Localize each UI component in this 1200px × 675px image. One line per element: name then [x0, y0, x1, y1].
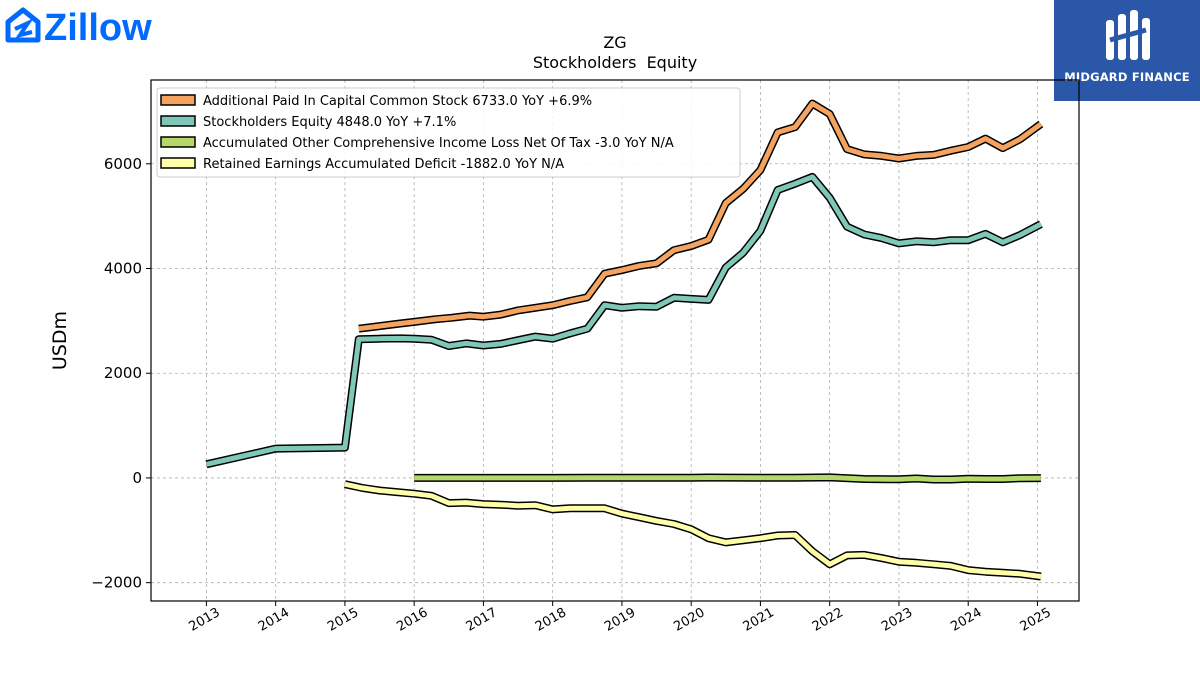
x-tick-label: 2021 [741, 605, 777, 635]
x-tick-label: 2025 [1018, 605, 1054, 635]
series-line [414, 474, 1041, 482]
x-tick-label: 2019 [602, 605, 638, 635]
chart-title: ZG [603, 33, 626, 52]
chart-series [205, 99, 1044, 581]
legend-label: Accumulated Other Comprehensive Income L… [203, 136, 674, 151]
y-axis-label: USDm [49, 311, 71, 370]
series-4-retained-earnings-accumulated-deficit-18 [344, 480, 1042, 581]
x-tick-label: 2014 [256, 605, 292, 635]
legend-swatch [160, 115, 196, 127]
chart-subtitle: Stockholders Equity [533, 53, 697, 72]
legend-label: Retained Earnings Accumulated Deficit -1… [203, 157, 564, 172]
series-1-additional-paid-in-capital-common-stock- [358, 99, 1044, 333]
zillow-house-icon: Zillow [5, 7, 152, 49]
plot-frame [150, 79, 1080, 602]
legend-box [156, 87, 741, 178]
zillow-logo: Zillow [4, 2, 184, 49]
x-tick-label: 2020 [671, 605, 707, 635]
series-outline [205, 172, 1043, 469]
chart-legend: Additional Paid In Capital Common Stock … [156, 87, 741, 178]
legend-swatch [160, 157, 196, 169]
series-line [358, 101, 1043, 332]
series-line [205, 174, 1043, 467]
x-tick-label: 2023 [879, 605, 915, 635]
x-tick-label: 2018 [533, 605, 569, 635]
legend-label: Stockholders Equity 4848.0 YoY +7.1% [203, 115, 456, 130]
y-tick-label: 2000 [104, 364, 142, 382]
x-tick-label: 2022 [810, 605, 846, 635]
zillow-wordmark: Zillow [44, 7, 152, 46]
x-tick-label: 2017 [464, 605, 500, 635]
legend-swatch [160, 136, 196, 148]
midgard-finance-logo: MIDGARD FINANCE [1054, 0, 1200, 101]
y-tick-label: 6000 [104, 155, 142, 173]
midgard-emblem-icon [1106, 10, 1150, 60]
series-3-accumulated-other-comprehensive-income-l [414, 473, 1041, 484]
legend-label: Additional Paid In Capital Common Stock … [203, 94, 592, 109]
x-tick-label: 2024 [948, 605, 984, 635]
midgard-wordmark: MIDGARD FINANCE [1064, 70, 1190, 84]
x-tick-label: 2015 [325, 605, 361, 635]
x-tick-label: 2013 [187, 605, 223, 635]
y-tick-label: 4000 [104, 260, 142, 278]
series-2-stockholders-equity-4848-0-yoy-7-1 [205, 172, 1043, 469]
y-tick-label: −2000 [91, 574, 142, 592]
x-tick-label: 2016 [394, 605, 430, 635]
legend-swatch [160, 94, 196, 106]
series-line [344, 481, 1042, 579]
y-tick-label: 0 [132, 469, 142, 487]
